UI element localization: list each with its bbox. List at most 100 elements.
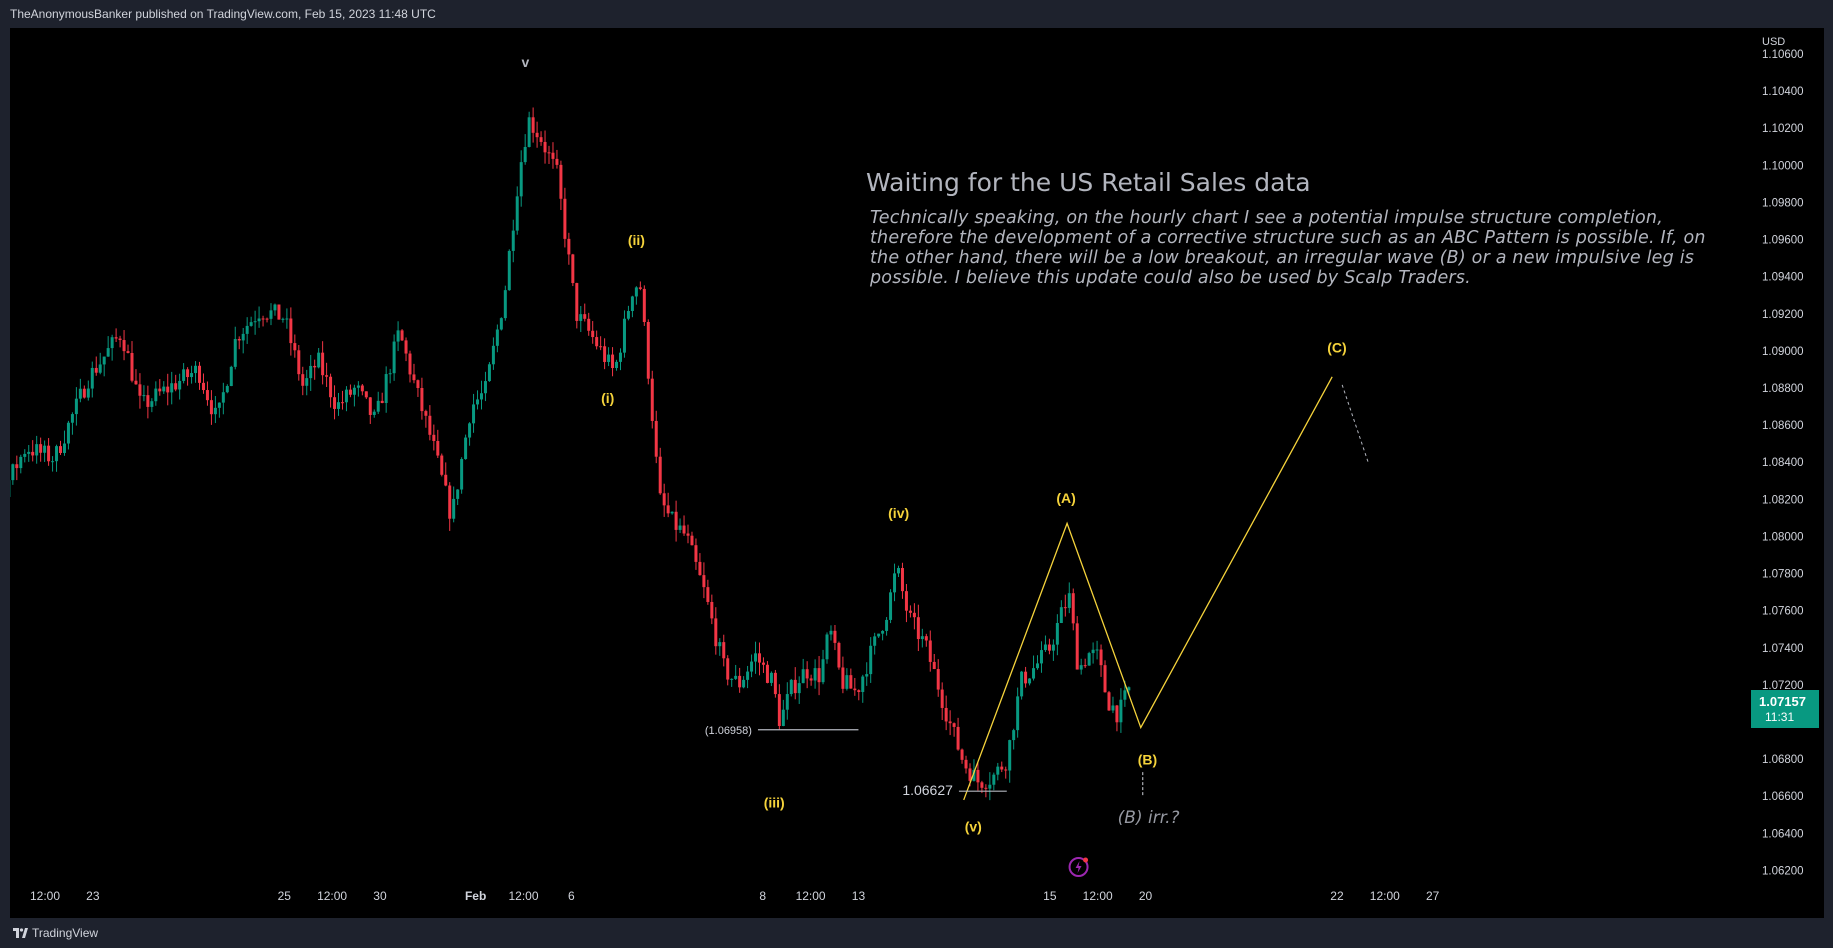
candle-body	[432, 434, 436, 441]
candle-body	[706, 587, 710, 602]
candle-body	[1024, 671, 1028, 684]
candle-body	[416, 380, 420, 389]
candle-body	[225, 386, 229, 393]
candle-body	[368, 397, 372, 415]
candle-body	[765, 664, 769, 683]
x-tick-label: 27	[1426, 889, 1440, 903]
candle-body	[773, 672, 777, 695]
candle-body	[634, 287, 638, 297]
candle-body	[515, 196, 519, 231]
candle-body	[1063, 607, 1067, 609]
candle-body	[102, 356, 106, 365]
candle-body	[1075, 623, 1079, 670]
candle-body	[670, 511, 674, 514]
candle-body	[519, 162, 523, 197]
x-tick-label: 30	[373, 889, 387, 903]
candle-body	[460, 459, 464, 490]
y-tick-label: 1.06800	[1762, 754, 1804, 766]
x-tick-label: 13	[852, 889, 866, 903]
candle-body	[55, 446, 59, 462]
tradingview-logo-icon[interactable]	[12, 925, 28, 941]
wave-label: (v)	[965, 818, 982, 834]
candle-body	[726, 658, 730, 680]
candle-body	[658, 456, 662, 494]
y-tick-label: 1.09200	[1762, 309, 1804, 321]
candle-body	[607, 354, 611, 362]
idea-headline: Waiting for the US Retail Sales data	[866, 168, 1311, 197]
candle-body	[62, 443, 66, 453]
candle-body	[904, 591, 908, 611]
candle-body	[106, 348, 110, 357]
candle-body	[90, 367, 94, 389]
publisher-bar: TheAnonymousBanker published on TradingV…	[0, 0, 1833, 28]
candle-body	[881, 630, 885, 634]
candle-body	[1051, 644, 1055, 651]
candle-body	[479, 393, 483, 400]
candle-body	[746, 671, 750, 680]
y-tick-label: 1.06200	[1762, 865, 1804, 877]
candle-body	[253, 321, 257, 323]
candle-body	[583, 314, 587, 319]
candle-body	[523, 146, 527, 163]
candle-body	[1115, 705, 1119, 723]
candle-body	[1016, 696, 1020, 731]
candle-body	[1091, 649, 1095, 654]
y-tick-label: 1.08600	[1762, 420, 1804, 432]
candle-body	[392, 341, 396, 374]
candle-body	[491, 345, 495, 365]
candle-body	[440, 455, 444, 475]
candle-body	[217, 402, 221, 408]
candle-body	[555, 158, 559, 165]
candle-body	[638, 287, 642, 289]
candle-body	[94, 367, 98, 373]
wave-overlay	[757, 376, 1369, 877]
y-tick-label: 1.09600	[1762, 235, 1804, 247]
candle-body	[928, 640, 932, 662]
candle-body	[940, 689, 944, 708]
candle-body	[448, 485, 452, 519]
candle-body	[611, 354, 615, 369]
candle-body	[305, 378, 309, 386]
candle-body	[281, 318, 285, 320]
x-tick-label: 8	[759, 889, 766, 903]
candle-body	[833, 630, 837, 643]
candle-body	[1067, 593, 1071, 608]
candle-body	[309, 365, 313, 379]
chart-panel[interactable]: USD 1.10600 1.10400 1.10200 1.10000 1.09800 1.…	[10, 28, 1824, 918]
wave-label: (B)	[1138, 752, 1157, 768]
candle-body	[420, 388, 424, 412]
candle-body	[865, 674, 869, 677]
candle-body	[650, 378, 654, 421]
y-tick-label: 1.07200	[1762, 680, 1804, 692]
candle-body	[599, 346, 603, 348]
candle-body	[869, 645, 873, 675]
brand-name[interactable]: TradingView	[32, 926, 99, 940]
candle-body	[777, 694, 781, 726]
event-marker-icon	[1068, 857, 1089, 877]
candle-body	[1127, 687, 1131, 691]
candle-body	[956, 726, 960, 750]
candle-body	[829, 630, 833, 635]
y-tick-label: 1.10200	[1762, 123, 1804, 135]
lightning-icon	[1075, 861, 1082, 873]
candle-body	[976, 769, 980, 783]
candle-body	[456, 489, 460, 499]
candle-body	[70, 414, 74, 423]
candle-body	[1071, 593, 1075, 624]
candle-body	[857, 690, 861, 693]
candle-body	[757, 653, 761, 663]
irregular-b-label: (B) irr.?	[1118, 808, 1180, 828]
candle-body	[237, 339, 241, 341]
x-tick-label: 25	[278, 889, 292, 903]
candle-body	[511, 230, 515, 251]
candle-body	[809, 678, 813, 681]
candle-body	[825, 634, 829, 660]
candle-body	[51, 461, 55, 463]
y-tick-label: 1.10400	[1762, 86, 1804, 98]
candle-body	[821, 659, 825, 683]
candle-body	[31, 451, 35, 456]
candle-body	[1123, 690, 1127, 700]
candle-body	[841, 667, 845, 689]
